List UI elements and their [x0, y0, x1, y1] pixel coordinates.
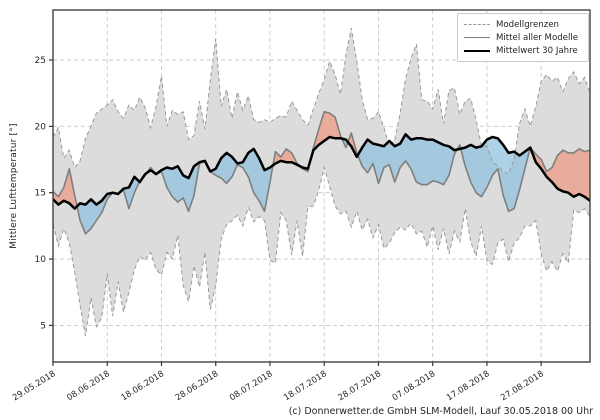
gray-line-icon [464, 37, 490, 38]
y-axis-title: Mittlere Lufttemperatur [°] [9, 123, 19, 249]
x-axis-tick-labels: 29.05.2018 08.06.2018 18.06.2018 28.06.2018… [11, 369, 546, 403]
legend-item-model-bounds: Modellgrenzen [464, 18, 582, 31]
model-boundary-lines [53, 28, 590, 337]
y-axis-tick-labels: 5 10 15 20 25 [35, 56, 47, 331]
svg-text:28.06.2018: 28.06.2018 [174, 369, 221, 403]
svg-text:27.08.2018: 27.08.2018 [499, 369, 546, 403]
svg-text:28.07.2018: 28.07.2018 [336, 369, 383, 403]
svg-text:17.08.2018: 17.08.2018 [445, 369, 492, 403]
svg-text:5: 5 [40, 321, 46, 331]
svg-text:07.08.2018: 07.08.2018 [391, 369, 438, 403]
svg-text:18.07.2018: 18.07.2018 [282, 369, 329, 403]
axes-frame [49, 9, 591, 366]
chart-caption: (c) Donnerwetter.de GmbH SLM-Modell, Lau… [288, 406, 593, 417]
model-range-band [53, 28, 590, 336]
svg-text:08.07.2018: 08.07.2018 [228, 369, 275, 403]
svg-text:20: 20 [35, 122, 47, 132]
legend-item-model-mean: Mittel aller Modelle [464, 31, 582, 44]
dashed-line-icon [464, 24, 490, 25]
svg-text:08.06.2018: 08.06.2018 [65, 369, 112, 403]
black-line-icon [464, 49, 490, 52]
svg-text:29.05.2018: 29.05.2018 [11, 369, 58, 403]
legend-item-30yr-mean: Mittelwert 30 Jahre [464, 44, 582, 57]
svg-text:15: 15 [35, 189, 46, 199]
svg-text:25: 25 [35, 56, 46, 66]
svg-text:10: 10 [35, 255, 47, 265]
svg-text:18.06.2018: 18.06.2018 [119, 369, 166, 403]
mean-30yr-line [53, 133, 590, 210]
chart-legend: Modellgrenzen Mittel aller Modelle Mitte… [457, 13, 589, 62]
